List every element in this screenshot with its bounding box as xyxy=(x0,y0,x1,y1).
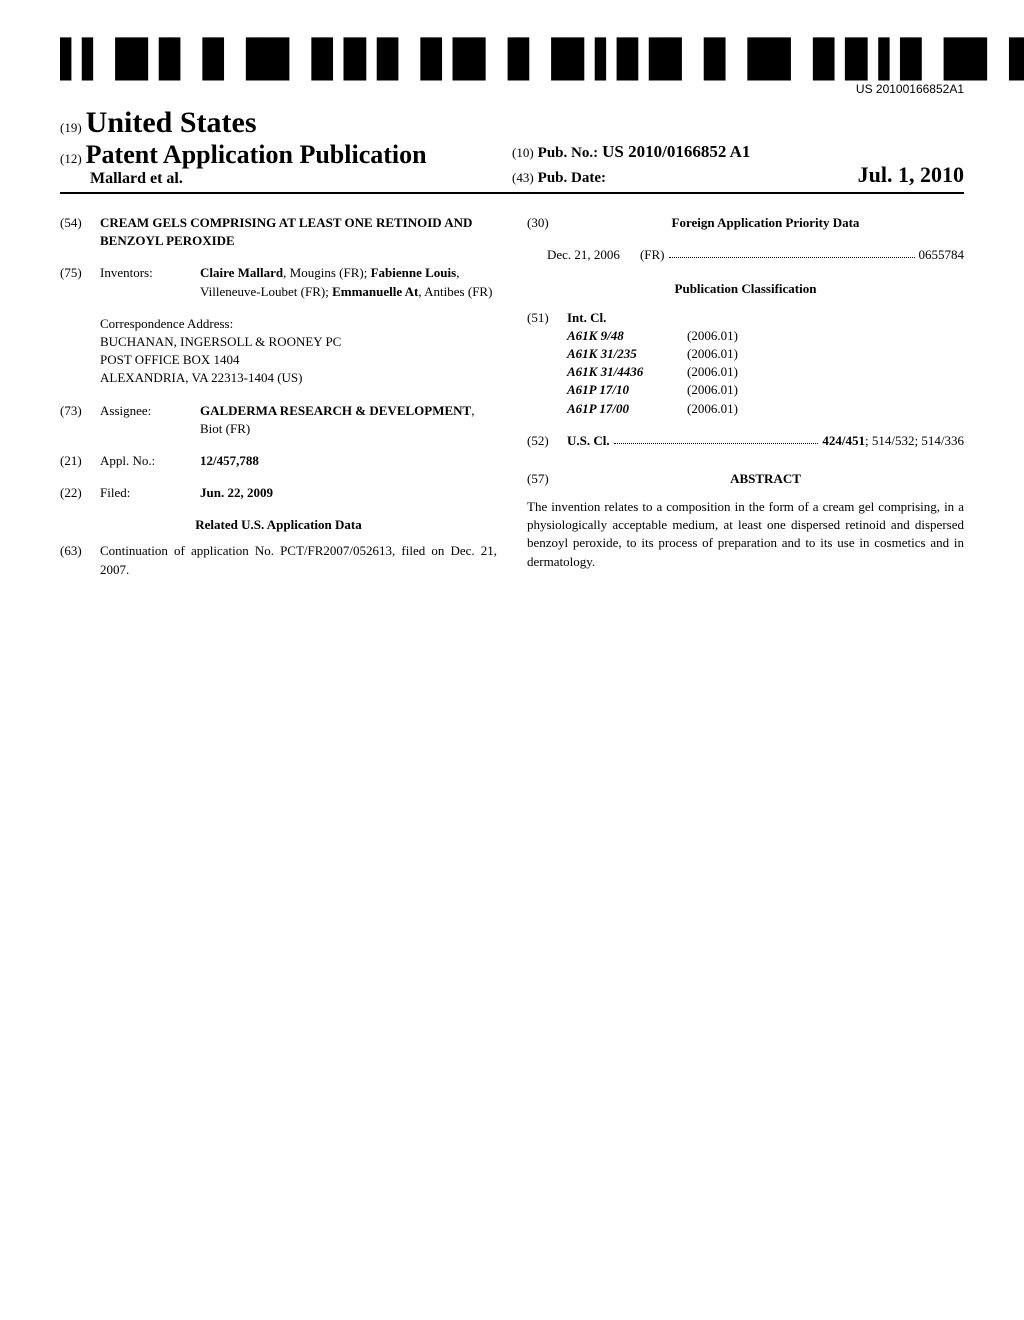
dotted-leader xyxy=(669,246,915,258)
country: United States xyxy=(86,106,257,139)
int-cl-year: (2006.01) xyxy=(687,327,964,345)
foreign-priority-heading: Foreign Application Priority Data xyxy=(567,214,964,232)
pub-date-value: Jul. 1, 2010 xyxy=(858,162,964,188)
pub-classification-heading: Publication Classification xyxy=(527,280,964,298)
assignee-code: (73) xyxy=(60,402,100,438)
appl-no-code: (21) xyxy=(60,452,100,470)
inventor-loc: , Mougins (FR); xyxy=(283,265,367,280)
abstract-code: (57) xyxy=(527,470,567,494)
appl-no-label: Appl. No.: xyxy=(100,452,200,470)
filed-code: (22) xyxy=(60,484,100,502)
correspondence-line: BUCHANAN, INGERSOLL & ROONEY PC xyxy=(100,333,497,351)
int-cl-class: A61K 9/48 xyxy=(567,327,687,345)
pub-type: Patent Application Publication xyxy=(86,140,427,169)
priority-number: 0655784 xyxy=(919,246,965,264)
int-cl-row: A61K 31/4436(2006.01) xyxy=(567,363,964,381)
filed-label: Filed: xyxy=(100,484,200,502)
int-cl-year: (2006.01) xyxy=(687,381,964,399)
assignee-field: (73) Assignee: GALDERMA RESEARCH & DEVEL… xyxy=(60,402,497,438)
title-value: CREAM GELS COMPRISING AT LEAST ONE RETIN… xyxy=(100,214,497,250)
related-heading: Related U.S. Application Data xyxy=(60,516,497,534)
int-cl-row: A61K 9/48(2006.01) xyxy=(567,327,964,345)
inventor-name: Emmanuelle At xyxy=(332,284,418,299)
pub-no-label: Pub. No.: xyxy=(538,145,598,161)
title-field: (54) CREAM GELS COMPRISING AT LEAST ONE … xyxy=(60,214,497,250)
main-columns: (54) CREAM GELS COMPRISING AT LEAST ONE … xyxy=(60,214,964,593)
int-cl-row: A61P 17/10(2006.01) xyxy=(567,381,964,399)
continuation-field: (63) Continuation of application No. PCT… xyxy=(60,542,497,578)
correspondence-line: ALEXANDRIA, VA 22313-1404 (US) xyxy=(100,369,497,387)
pub-date-code: (43) xyxy=(512,170,534,185)
int-cl-field: (51) Int. Cl. A61K 9/48(2006.01) A61K 31… xyxy=(527,309,964,418)
int-cl-year: (2006.01) xyxy=(687,363,964,381)
pub-no-code: (10) xyxy=(512,145,534,160)
country-code: (19) xyxy=(60,120,82,135)
barcode-area: ▌▌▐█▐▌▐▌▐█▌▐▌█▐▌▐▌█▌▐▌▐█▐▐▌█▌▐▌▐█▌▐▌█▐▐▌… xyxy=(60,40,964,96)
int-cl-content: Int. Cl. A61K 9/48(2006.01) A61K 31/235(… xyxy=(567,309,964,418)
assignee-name: GALDERMA RESEARCH & DEVELOPMENT xyxy=(200,403,471,418)
priority-row: Dec. 21, 2006 (FR) 0655784 xyxy=(547,246,964,264)
int-cl-row: A61P 17/00(2006.01) xyxy=(567,400,964,418)
foreign-priority-field: (30) Foreign Application Priority Data xyxy=(527,214,964,232)
pub-no-value: US 2010/0166852 A1 xyxy=(602,142,750,161)
continuation-code: (63) xyxy=(60,542,100,578)
priority-date: Dec. 21, 2006 xyxy=(547,246,620,264)
assignee-value: GALDERMA RESEARCH & DEVELOPMENT, Biot (F… xyxy=(200,402,497,438)
int-cl-year: (2006.01) xyxy=(687,345,964,363)
filed-field: (22) Filed: Jun. 22, 2009 xyxy=(60,484,497,502)
assignee-label: Assignee: xyxy=(100,402,200,438)
document-header: (19) United States (12) Patent Applicati… xyxy=(60,106,964,194)
barcode-graphic: ▌▌▐█▐▌▐▌▐█▌▐▌█▐▌▐▌█▌▐▌▐█▐▐▌█▌▐▌▐█▌▐▌█▐▐▌… xyxy=(60,40,1024,80)
dotted-leader xyxy=(614,432,819,444)
barcode-number: US 20100166852A1 xyxy=(60,82,964,96)
abstract-text: The invention relates to a composition i… xyxy=(527,498,964,571)
right-column: (30) Foreign Application Priority Data D… xyxy=(527,214,964,593)
correspondence-line: POST OFFICE BOX 1404 xyxy=(100,351,497,369)
int-cl-row: A61K 31/235(2006.01) xyxy=(567,345,964,363)
inventors-code: (75) xyxy=(60,264,100,300)
appl-no-field: (21) Appl. No.: 12/457,788 xyxy=(60,452,497,470)
foreign-priority-code: (30) xyxy=(527,214,567,232)
abstract-heading: ABSTRACT xyxy=(567,470,964,488)
header-right: (10) Pub. No.: US 2010/0166852 A1 (43) P… xyxy=(512,142,964,188)
int-cl-year: (2006.01) xyxy=(687,400,964,418)
pub-type-code: (12) xyxy=(60,151,82,166)
abstract-header: (57) ABSTRACT xyxy=(527,470,964,494)
us-cl-label: U.S. Cl. xyxy=(567,432,610,450)
int-cl-class: A61K 31/4436 xyxy=(567,363,687,381)
inventors-value: Claire Mallard, Mougins (FR); Fabienne L… xyxy=(200,264,497,300)
filed-value: Jun. 22, 2009 xyxy=(200,484,497,502)
int-cl-label: Int. Cl. xyxy=(567,309,964,327)
header-left: (19) United States (12) Patent Applicati… xyxy=(60,106,512,188)
left-column: (54) CREAM GELS COMPRISING AT LEAST ONE … xyxy=(60,214,497,593)
title-code: (54) xyxy=(60,214,100,250)
int-cl-class: A61P 17/10 xyxy=(567,381,687,399)
inventor-name: Fabienne Louis xyxy=(371,265,457,280)
us-cl-content: U.S. Cl. 424/451; 514/532; 514/336 xyxy=(567,432,964,450)
inventor-loc: , Antibes (FR) xyxy=(418,284,492,299)
priority-country: (FR) xyxy=(640,246,665,264)
appl-no-value: 12/457,788 xyxy=(200,452,497,470)
correspondence-block: Correspondence Address: BUCHANAN, INGERS… xyxy=(100,315,497,388)
us-cl-code: (52) xyxy=(527,432,567,450)
int-cl-class: A61K 31/235 xyxy=(567,345,687,363)
pub-date-label: Pub. Date: xyxy=(538,170,606,186)
inventors-label: Inventors: xyxy=(100,264,200,300)
inventor-name: Claire Mallard xyxy=(200,265,283,280)
authors-line: Mallard et al. xyxy=(60,170,512,188)
int-cl-class: A61P 17/00 xyxy=(567,400,687,418)
int-cl-code: (51) xyxy=(527,309,567,418)
correspondence-heading: Correspondence Address: xyxy=(100,315,497,333)
us-cl-field: (52) U.S. Cl. 424/451; 514/532; 514/336 xyxy=(527,432,964,450)
continuation-value: Continuation of application No. PCT/FR20… xyxy=(100,542,497,578)
us-cl-bold: 424/451 xyxy=(822,432,865,450)
inventors-field: (75) Inventors: Claire Mallard, Mougins … xyxy=(60,264,497,300)
us-cl-rest: ; 514/532; 514/336 xyxy=(865,432,964,450)
